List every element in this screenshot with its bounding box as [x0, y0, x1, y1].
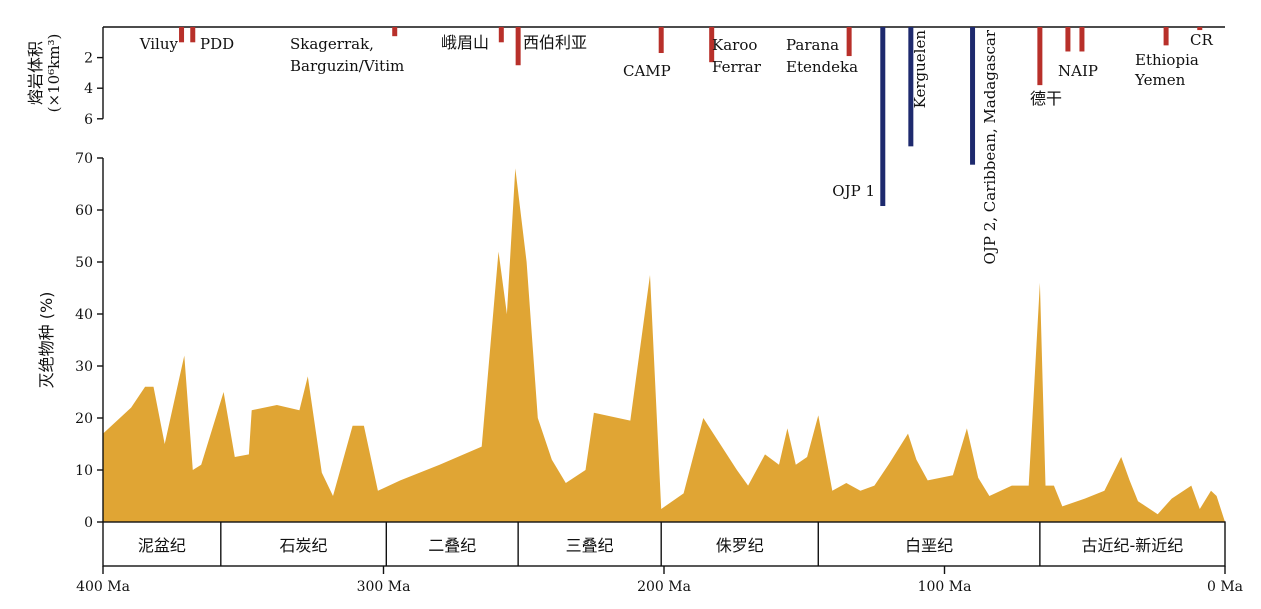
lip-y-axis-label: 熔岩体积 — [26, 41, 45, 105]
lip-label: Kerguelen — [911, 30, 929, 109]
extinction-y-tick-label: 10 — [75, 463, 93, 479]
lip-bar-4 — [515, 27, 521, 66]
lip-label: Viluy — [139, 35, 179, 53]
period-label: 白垩纪 — [905, 536, 953, 555]
lip-bar-1 — [190, 27, 196, 43]
lip-bar-2 — [392, 27, 398, 37]
lip-y-axis-unit: (×10⁶km³) — [45, 34, 63, 113]
lip-bar-11 — [1037, 27, 1043, 86]
x-tick-label: 400 Ma — [76, 579, 130, 595]
lip-label: Ethiopia — [1135, 51, 1199, 69]
lip-y-tick-label: 6 — [84, 112, 93, 128]
lip-bar-8 — [880, 27, 886, 207]
lip-volume-bars — [179, 27, 1203, 207]
x-tick-label: 0 Ma — [1207, 579, 1243, 595]
lip-label: PDD — [200, 35, 234, 53]
period-label: 二叠纪 — [428, 536, 476, 555]
x-tick-label: 300 Ma — [357, 579, 411, 595]
period-box — [102, 521, 1226, 567]
lip-label: OJP 2, Caribbean, Madagascar — [981, 29, 999, 264]
extinction-y-tick-label: 40 — [75, 307, 93, 323]
extinction-axis: 0 10 20 30 40 50 60 70 灭绝物种 (%) — [37, 151, 104, 531]
lip-label-line2: Ferrar — [712, 58, 762, 76]
lip-y-tick-label: 4 — [84, 81, 93, 97]
lip-bar-0 — [179, 27, 185, 43]
period-label: 古近纪-新近纪 — [1082, 536, 1184, 555]
lip-bar-15 — [1197, 27, 1203, 31]
x-tick-label: 200 Ma — [637, 579, 691, 595]
lip-bar-9 — [908, 27, 914, 147]
lip-label: CAMP — [623, 62, 671, 80]
lip-label: CR — [1190, 31, 1213, 49]
period-label: 泥盆纪 — [138, 536, 186, 555]
period-label: 侏罗纪 — [716, 536, 764, 555]
lip-y-tick-label: 2 — [84, 51, 93, 67]
lip-label-line2: Etendeka — [786, 58, 858, 76]
period-label: 三叠纪 — [566, 536, 614, 555]
lip-label-line2: Yemen — [1134, 71, 1186, 89]
lip-bar-6 — [709, 27, 715, 63]
lip-bar-12 — [1065, 27, 1071, 52]
lip-label: 德干 — [1030, 89, 1062, 108]
lip-bar-10 — [970, 27, 976, 165]
extinction-y-tick-label: 60 — [75, 203, 93, 219]
extinction-area — [103, 168, 1225, 522]
extinction-y-axis-label: 灭绝物种 (%) — [37, 292, 56, 389]
lip-label: Karoo — [712, 36, 757, 54]
period-label: 石炭纪 — [280, 536, 328, 555]
lip-label: 峨眉山 — [441, 33, 489, 52]
lip-label: 西伯利亚 — [523, 33, 587, 52]
period-timeline: 泥盆纪 石炭纪 二叠纪 三叠纪 侏罗纪 白垩纪 古近纪-新近纪 — [102, 521, 1226, 567]
extinction-series — [103, 168, 1225, 522]
lip-label: OJP 1 — [832, 182, 875, 200]
extinction-y-tick-label: 70 — [75, 151, 93, 167]
lip-bar-3 — [498, 27, 504, 43]
lip-label: Parana — [786, 36, 839, 54]
x-tick-label: 100 Ma — [918, 579, 972, 595]
extinction-y-tick-label: 50 — [75, 255, 93, 271]
extinction-y-tick-label: 0 — [84, 515, 93, 531]
lip-bar-13 — [1079, 27, 1085, 52]
time-axis: 400 Ma 300 Ma 200 Ma 100 Ma 0 Ma — [76, 566, 1243, 595]
lip-bar-5 — [658, 27, 664, 54]
lip-bar-7 — [846, 27, 852, 57]
extinction-y-tick-label: 30 — [75, 359, 93, 375]
lip-label: NAIP — [1058, 62, 1098, 80]
lip-label-line2: Barguzin/Vitim — [290, 57, 404, 75]
lip-bar-14 — [1163, 27, 1169, 46]
lip-event-labels: Viluy PDD Skagerrak, Barguzin/Vitim 峨眉山 西伯利亚 C… — [139, 29, 1214, 264]
lip-label: Skagerrak, — [290, 35, 374, 53]
extinction-y-tick-label: 20 — [75, 411, 93, 427]
